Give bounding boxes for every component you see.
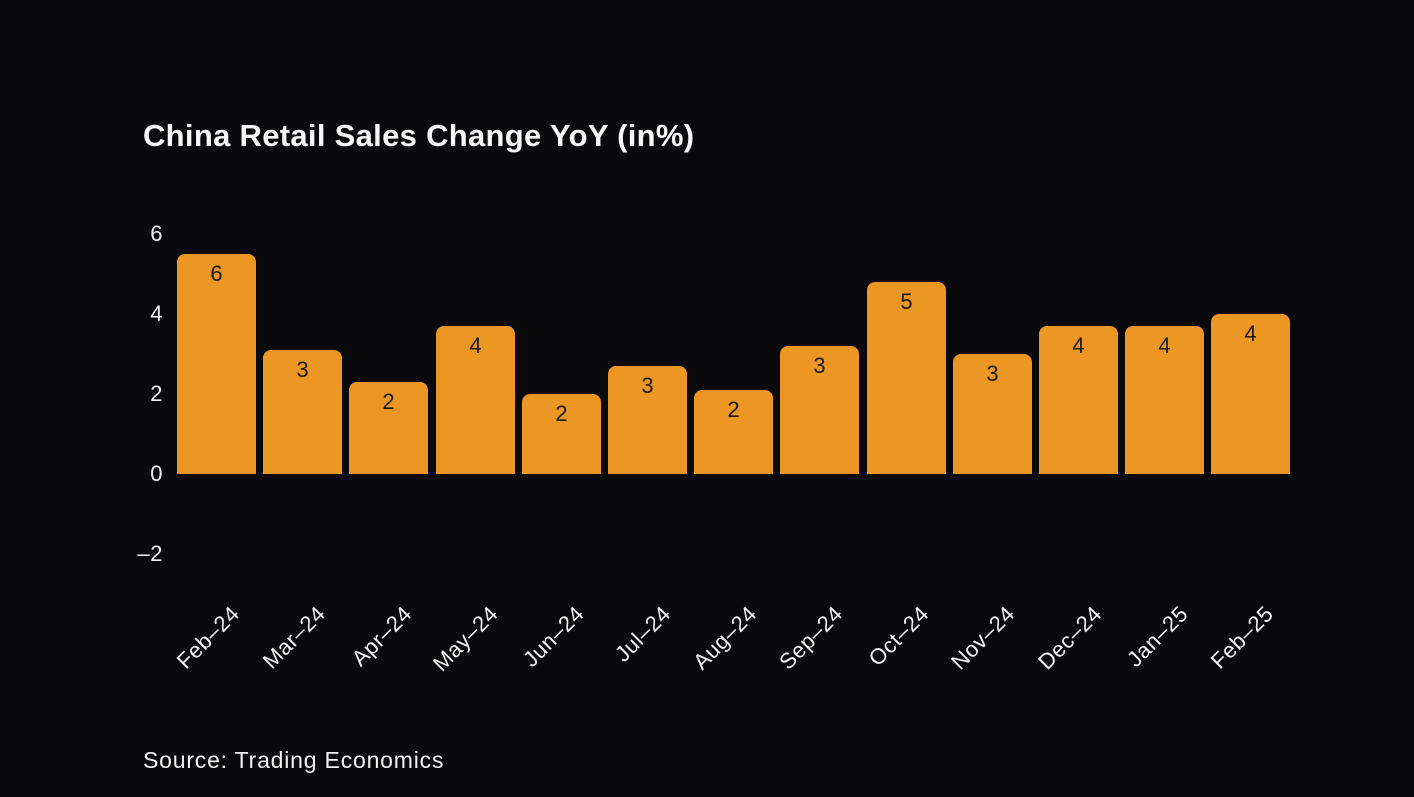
bar: 4 — [436, 326, 515, 474]
x-tick-label: May–24 — [427, 601, 503, 677]
bar: 2 — [349, 382, 428, 474]
source-caption: Source: Trading Economics — [143, 747, 445, 773]
bar-value-label: 2 — [555, 401, 568, 426]
x-tick-label: Dec–24 — [1033, 601, 1107, 675]
bar-value-label: 4 — [1158, 333, 1171, 358]
x-tick-label: Oct–24 — [863, 601, 934, 671]
x-tick-label: Feb–24 — [172, 601, 245, 674]
bar: 2 — [694, 390, 773, 474]
bar-value-label: 4 — [469, 333, 482, 358]
chart-title: China Retail Sales Change YoY (in%) — [143, 118, 695, 153]
x-tick-label: Nov–24 — [946, 601, 1020, 675]
bar: 3 — [608, 366, 687, 474]
bar-value-label: 4 — [1072, 333, 1085, 358]
x-tick-label: Mar–24 — [258, 601, 331, 674]
bar-value-label: 3 — [296, 357, 309, 382]
bar: 5 — [867, 282, 946, 474]
y-tick-label: 0 — [150, 461, 163, 486]
bar: 6 — [177, 254, 256, 474]
bar-value-label: 2 — [727, 397, 740, 422]
bar: 3 — [263, 350, 342, 474]
bar-value-label: 3 — [986, 361, 999, 386]
x-tick-label: Jan–25 — [1121, 601, 1193, 672]
y-tick-label: 2 — [150, 381, 163, 406]
x-tick-label: Aug–24 — [688, 601, 762, 675]
bar: 3 — [953, 354, 1032, 474]
y-tick-label: 6 — [150, 221, 163, 246]
y-tick-label: –2 — [137, 541, 163, 566]
x-tick-label: Apr–24 — [346, 601, 417, 671]
y-tick-label: 4 — [150, 301, 163, 326]
x-tick-label: Feb–25 — [1206, 601, 1279, 674]
bar-value-label: 3 — [641, 373, 654, 398]
x-tick-label: Sep–24 — [774, 601, 848, 675]
bars-container: 6 3 2 4 2 3 2 3 5 3 4 4 4 — [177, 234, 1317, 474]
bar: 4 — [1125, 326, 1204, 474]
bar-value-label: 5 — [900, 289, 913, 314]
x-tick-label: Jun–24 — [517, 601, 589, 672]
bar-value-label: 6 — [210, 261, 223, 286]
x-tick-label: Jul–24 — [610, 601, 676, 667]
bar: 4 — [1211, 314, 1290, 474]
bar: 4 — [1039, 326, 1118, 474]
bar-value-label: 4 — [1244, 321, 1257, 346]
bar-value-label: 2 — [382, 389, 395, 414]
bar: 2 — [522, 394, 601, 474]
bar-value-label: 3 — [813, 353, 826, 378]
bar: 3 — [780, 346, 859, 474]
